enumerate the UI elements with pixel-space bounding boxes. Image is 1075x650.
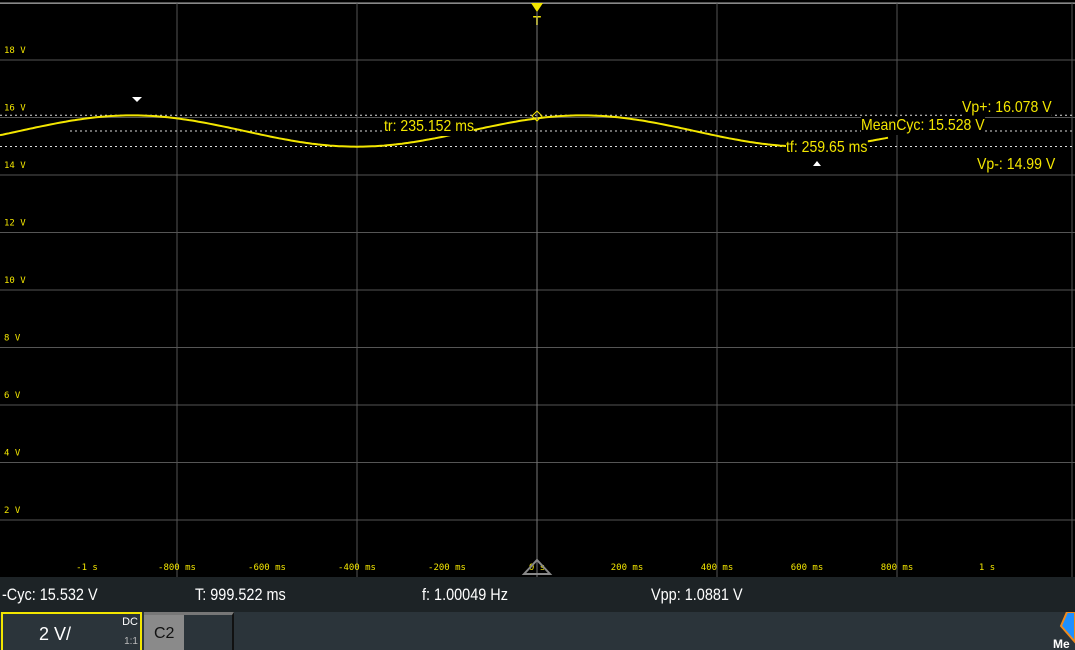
- probe-ratio: 1:1: [124, 636, 138, 647]
- channel-2-button[interactable]: C2: [144, 612, 184, 650]
- channel-2-slot[interactable]: [184, 612, 234, 650]
- mean-cycle-label: MeanCyc: 15.528 V: [861, 117, 985, 135]
- channel-1-trace: [0, 114, 889, 148]
- channel-1-button[interactable]: 2 V/ DC 1:1: [1, 612, 142, 650]
- x-tick-label: -200 ms: [428, 563, 466, 573]
- cycle-marker: [813, 161, 821, 166]
- y-tick-label: 12 V: [4, 219, 26, 229]
- y-tick-label: 6 V: [4, 391, 21, 401]
- x-tick-label: 200 ms: [611, 563, 644, 573]
- y-tick-label: 18 V: [4, 46, 26, 56]
- y-tick-label: 10 V: [4, 276, 26, 286]
- y-tick-label: 2 V: [4, 506, 21, 516]
- vertical-scale: 2 V/: [39, 624, 72, 644]
- trigger-level-marker: [531, 110, 543, 122]
- x-tick-label: -1 s: [76, 563, 98, 573]
- y-tick-label: 16 V: [4, 104, 26, 114]
- x-tick-label: 800 ms: [881, 563, 914, 573]
- x-tick-label: -400 ms: [338, 563, 376, 573]
- x-tick-label: -600 ms: [248, 563, 286, 573]
- time-reference-marker: [521, 558, 553, 575]
- x-tick-label: -800 ms: [158, 563, 196, 573]
- x-tick-label: 400 ms: [701, 563, 734, 573]
- trigger-position-marker: [531, 3, 543, 12]
- period-result[interactable]: T: 999.522 ms: [195, 585, 286, 604]
- logo-menu-button[interactable]: Me: [1041, 612, 1075, 650]
- mean-cycle-result[interactable]: -Cyc: 15.532 V: [2, 585, 98, 604]
- x-tick-label: 1 s: [979, 563, 995, 573]
- fall-time-label: tf: 259.65 ms: [786, 139, 868, 157]
- y-tick-label: 4 V: [4, 449, 21, 459]
- logo-text: Me: [1053, 637, 1070, 650]
- coupling: DC: [122, 616, 138, 628]
- y-tick-label: 14 V: [4, 161, 26, 171]
- vpp-result[interactable]: Vpp: 1.0881 V: [651, 585, 743, 604]
- rise-time-label: tr: 235.152 ms: [384, 118, 475, 136]
- waveform-display[interactable]: 18 V 16 V 14 V 12 V 10 V 8 V 6 V 4 V 2 V -1 s -800…: [0, 0, 1075, 577]
- vp-plus-label: Vp+: 16.078 V: [962, 99, 1052, 117]
- x-tick-label: 600 ms: [791, 563, 824, 573]
- measurement-bar: -Cyc: 15.532 V T: 999.522 ms f: 1.00049 …: [0, 577, 1075, 612]
- y-tick-label: 8 V: [4, 334, 21, 344]
- frequency-result[interactable]: f: 1.00049 Hz: [422, 585, 508, 604]
- peak-marker: [132, 97, 142, 102]
- channel-bar: 2 V/ DC 1:1 C2 Me: [0, 612, 1075, 650]
- vp-minus-label: Vp-: 14.99 V: [977, 156, 1056, 174]
